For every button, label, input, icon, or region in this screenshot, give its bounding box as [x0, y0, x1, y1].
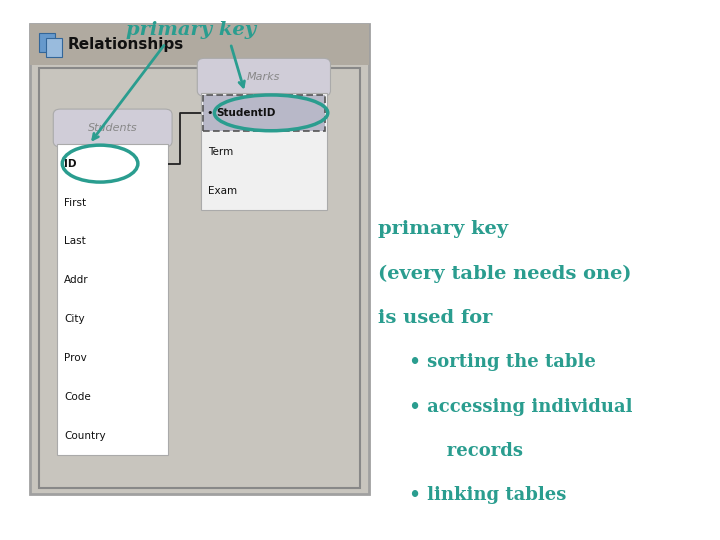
- Text: records: records: [378, 442, 523, 460]
- Text: Last: Last: [64, 237, 86, 246]
- Bar: [39, 33, 55, 52]
- FancyBboxPatch shape: [30, 24, 369, 65]
- FancyBboxPatch shape: [203, 95, 325, 131]
- Text: Country: Country: [64, 431, 106, 441]
- FancyBboxPatch shape: [201, 93, 327, 210]
- Text: ID: ID: [64, 159, 76, 168]
- Text: is used for: is used for: [378, 309, 492, 327]
- Text: • accessing individual: • accessing individual: [378, 397, 632, 416]
- Text: • linking tables: • linking tables: [378, 486, 567, 504]
- Text: City: City: [64, 314, 85, 324]
- FancyBboxPatch shape: [53, 109, 172, 147]
- Text: Relationships: Relationships: [68, 37, 184, 52]
- Text: First: First: [64, 198, 86, 207]
- Text: Marks: Marks: [247, 72, 281, 82]
- Text: Prov: Prov: [64, 353, 87, 363]
- Text: Students: Students: [88, 123, 138, 133]
- Text: primary key: primary key: [126, 21, 256, 39]
- Text: Code: Code: [64, 392, 91, 402]
- Text: StudentID: StudentID: [217, 108, 276, 118]
- FancyBboxPatch shape: [30, 24, 369, 494]
- Text: • sorting the table: • sorting the table: [378, 353, 596, 372]
- Text: Addr: Addr: [64, 275, 89, 285]
- Text: primary key: primary key: [378, 220, 508, 239]
- Text: •: •: [207, 108, 213, 118]
- Bar: [46, 38, 62, 57]
- FancyBboxPatch shape: [197, 58, 330, 96]
- FancyBboxPatch shape: [39, 68, 360, 488]
- Text: Term: Term: [208, 147, 233, 157]
- Text: Exam: Exam: [208, 186, 237, 195]
- Text: (every table needs one): (every table needs one): [378, 265, 631, 283]
- FancyBboxPatch shape: [57, 144, 168, 455]
